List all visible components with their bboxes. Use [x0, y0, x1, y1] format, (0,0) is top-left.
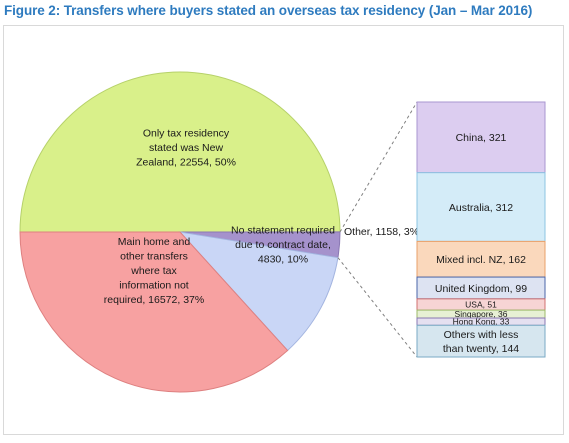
pie-slice-0	[19, 71, 341, 233]
bar-segment-label-0: China, 321	[456, 132, 507, 144]
connector-lines	[337, 101, 418, 358]
connector-line-0	[339, 101, 418, 233]
bar-segment-7	[416, 324, 546, 358]
pie-slice-label-0: Only tax residency stated was New Zealand,…	[136, 128, 236, 169]
connector-line-1	[337, 257, 418, 358]
stacked-bar: China, 321 Australia, 312 Mixed incl. NZ, …	[416, 101, 546, 358]
pie-slice-label-1: Other, 1158, 3%	[344, 226, 419, 238]
bar-segment-label-6: Hong Kong, 33	[453, 317, 510, 327]
bar-segment-label-3: United Kingdom, 99	[435, 283, 527, 295]
bar-segment-label-5: Singapore, 36	[455, 309, 508, 319]
pie-slice-3	[19, 231, 289, 393]
pie-chart: Only tax residency stated was New Zealand,…	[19, 71, 419, 393]
bar-segment-label-4: USA, 51	[465, 300, 497, 310]
bar-segment-label-7: Others with less than twenty, 144	[443, 329, 519, 355]
pie-slice-2	[178, 231, 339, 352]
pie-slice-label-3: Main home and other transfers where tax inf…	[104, 236, 204, 306]
bar-segment-2	[416, 240, 546, 278]
bar-segment-label-2: Mixed incl. NZ, 162	[436, 254, 526, 266]
figure-title: Figure 2: Transfers where buyers stated …	[4, 3, 533, 18]
pie-slice-label-2: No statement required due to contract dat…	[231, 225, 335, 266]
bar-segment-label-1: Australia, 312	[449, 202, 513, 214]
